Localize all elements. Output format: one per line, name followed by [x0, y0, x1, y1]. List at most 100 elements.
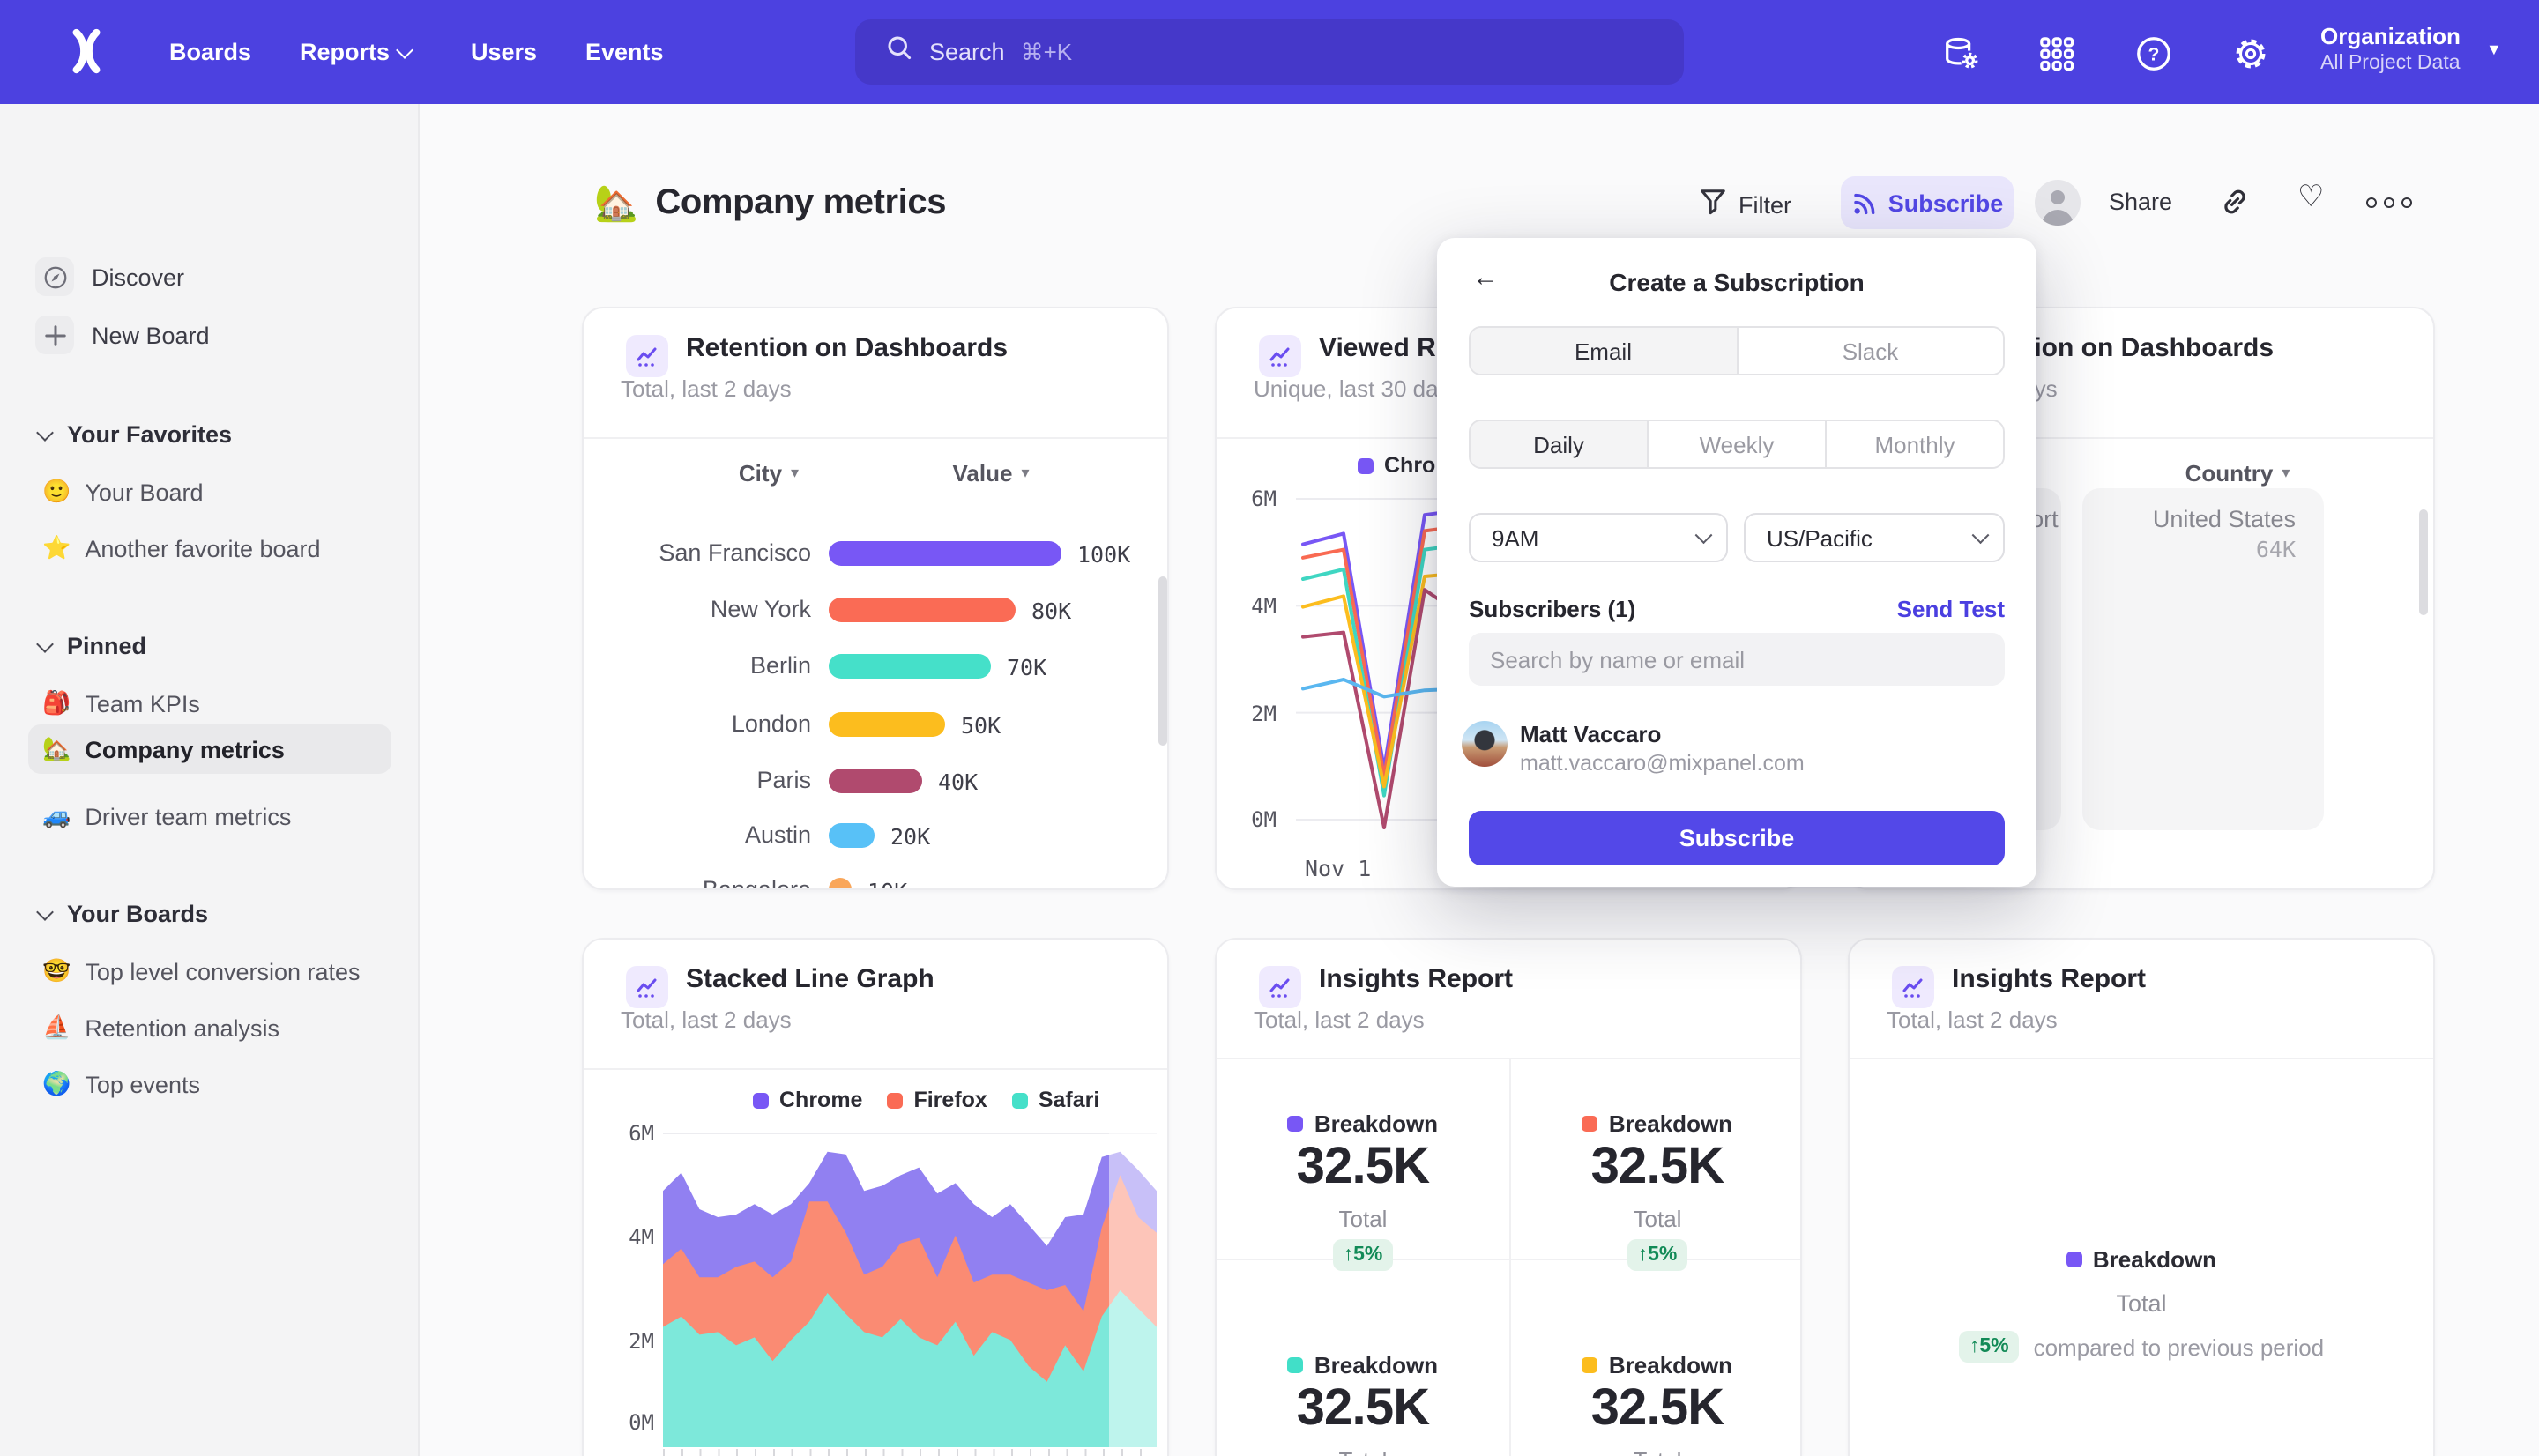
chevron-down-icon [36, 635, 54, 652]
kpi-quadrant[interactable]: Breakdown 32.5K Total [1217, 1260, 1509, 1456]
help-icon[interactable]: ? [2132, 32, 2174, 74]
nav-item-events[interactable]: Events [585, 39, 664, 65]
caret-down-icon: ▾ [791, 464, 800, 481]
card-retention-on-dashboards: Retention on Dashboards Total, last 2 da… [582, 307, 1169, 890]
data-management-icon[interactable] [1940, 32, 1982, 74]
sidebar-section-your-favorites[interactable]: Your Favorites [36, 421, 232, 448]
card-subtitle: Total, last 2 days [621, 375, 792, 402]
chevron-down-icon [36, 423, 54, 441]
kpi-sub: Total [1511, 1447, 1800, 1456]
mixpanel-logo-icon[interactable] [63, 28, 109, 83]
sidebar: Discover New Board Your Favorites 🙂 Your… [0, 104, 420, 1456]
top-nav: Boards Reports Users Events Search ⌘+K [0, 0, 2539, 104]
global-search-input[interactable]: Search ⌘+K [855, 19, 1684, 85]
copy-link-icon[interactable] [2218, 185, 2252, 227]
card-title[interactable]: Retention on Dashboards [686, 333, 1009, 363]
search-placeholder: Search [929, 39, 1005, 65]
retention-bar [829, 541, 1061, 566]
retention-value: 20K [890, 823, 931, 850]
sidebar-item-discover[interactable]: Discover [35, 257, 184, 296]
funnel-icon [1698, 187, 1728, 222]
retention-bar [829, 878, 852, 888]
subscriber-search-input[interactable]: Search by name or email [1469, 633, 2005, 686]
sidebar-item-team-kpis[interactable]: 🎒 Team KPIs [42, 689, 200, 717]
timezone-select[interactable]: US/Pacific [1744, 513, 2005, 562]
time-select[interactable]: 9AM [1469, 513, 1728, 562]
svg-text:?: ? [2148, 44, 2159, 64]
nav-item-boards[interactable]: Boards [169, 39, 252, 65]
report-chart-icon [626, 335, 668, 377]
retention-value: 100K [1077, 541, 1131, 568]
legend-swatch [2066, 1252, 2082, 1267]
kpi-quadrant[interactable]: Breakdown 32.5K Total ↑5% [1511, 1058, 1800, 1271]
sidebar-section-pinned[interactable]: Pinned [36, 633, 146, 659]
delta-badge: ↑5% [1958, 1331, 2020, 1363]
column-header-city[interactable]: City ▾ [738, 460, 800, 487]
retention-bar [829, 823, 875, 848]
tab-daily[interactable]: Daily [1471, 421, 1647, 467]
nav-item-users[interactable]: Users [471, 39, 538, 65]
kpi-quadrant[interactable]: Breakdown 32.5K Total ↑5% [1217, 1058, 1509, 1271]
board-emoji: ⭐ [42, 534, 71, 561]
retention-value: 70K [1007, 654, 1047, 680]
board-emoji: 🙂 [42, 478, 71, 504]
card-title[interactable]: Insights Report [1319, 964, 1514, 994]
sidebar-item-driver-team-metrics[interactable]: 🚙 Driver team metrics [42, 802, 292, 829]
sidebar-item-company-metrics-selected[interactable]: 🏡 Company metrics [28, 724, 391, 774]
row-city: Berlin [749, 652, 811, 679]
card-subtitle: Total, last 2 days [1887, 1007, 2058, 1033]
apps-grid-icon[interactable] [2035, 32, 2077, 74]
sidebar-item-top-events[interactable]: 🌍 Top events [42, 1070, 200, 1097]
tab-monthly[interactable]: Monthly [1825, 421, 2003, 467]
subscriber-name: Matt Vaccaro [1520, 721, 1662, 747]
more-options-button[interactable] [2366, 197, 2412, 208]
sidebar-item-another-favorite-board[interactable]: ⭐ Another favorite board [42, 534, 321, 561]
column-header-value[interactable]: Value ▾ [952, 460, 1030, 487]
retention-bar [829, 598, 1016, 622]
table-cell-country[interactable]: United States 64K [2082, 488, 2324, 830]
sidebar-item-retention-analysis[interactable]: ⛵ Retention analysis [42, 1014, 280, 1041]
subscribe-submit-button[interactable]: Subscribe [1469, 811, 2005, 865]
sidebar-item-your-board[interactable]: 🙂 Your Board [42, 478, 204, 505]
y-tick: 6M [629, 1121, 654, 1146]
retention-value: 10K [867, 878, 907, 888]
stacked-area-chart [663, 1123, 1157, 1447]
search-placeholder: Search by name or email [1490, 646, 1746, 672]
filter-button[interactable]: Filter [1698, 187, 1791, 222]
send-test-link[interactable]: Send Test [1896, 596, 2005, 622]
report-chart-icon [1892, 966, 1934, 1008]
frequency-tabs: Daily Weekly Monthly [1469, 420, 2005, 469]
share-button[interactable]: Share [2109, 189, 2173, 215]
chart-legend: Chrome Firefox Safari [753, 1088, 1099, 1112]
y-tick: 4M [629, 1225, 654, 1250]
avatar[interactable] [2035, 180, 2081, 226]
sidebar-item-top-level-conversion-rates[interactable]: 🤓 Top level conversion rates [42, 957, 361, 984]
modal-title: Create a Subscription [1609, 268, 1865, 296]
card-title[interactable]: Insights Report [1952, 964, 2147, 994]
favorite-heart-icon[interactable]: ♡ [2297, 180, 2325, 213]
nav-item-reports[interactable]: Reports [300, 0, 413, 104]
scrollbar-thumb[interactable] [2419, 509, 2428, 615]
board-emoji: 🌍 [42, 1070, 71, 1096]
tab-slack[interactable]: Slack [1736, 328, 2003, 374]
card-title[interactable]: Stacked Line Graph [686, 964, 934, 994]
subscriber-avatar [1462, 721, 1508, 767]
x-tick: Nov 1 [1305, 855, 1372, 881]
scrollbar-thumb[interactable] [1158, 576, 1167, 746]
column-header-country[interactable]: Country ▾ [2185, 460, 2290, 487]
sidebar-item-new-board[interactable]: New Board [35, 316, 210, 354]
legend-swatch [1582, 1116, 1598, 1132]
org-switcher[interactable]: Organization All Project Data [2320, 23, 2461, 78]
report-chart-icon [626, 966, 668, 1008]
sidebar-section-your-boards[interactable]: Your Boards [36, 901, 208, 927]
compass-icon [35, 257, 74, 296]
tab-weekly[interactable]: Weekly [1647, 421, 1825, 467]
kpi-value: 32.5K [1590, 1380, 1725, 1437]
back-arrow-icon[interactable]: ← [1472, 263, 1499, 293]
tab-email[interactable]: Email [1471, 328, 1736, 374]
card-insights-report-breakdowns: Insights Report Total, last 2 days Break… [1215, 938, 1802, 1456]
kpi-quadrant[interactable]: Breakdown 32.5K Total [1511, 1260, 1800, 1456]
settings-gear-icon[interactable] [2229, 32, 2271, 74]
subscriber-row[interactable]: Matt Vaccaro matt.vaccaro@mixpanel.com [1462, 717, 1991, 788]
subscribe-button[interactable]: Subscribe [1841, 176, 2014, 229]
